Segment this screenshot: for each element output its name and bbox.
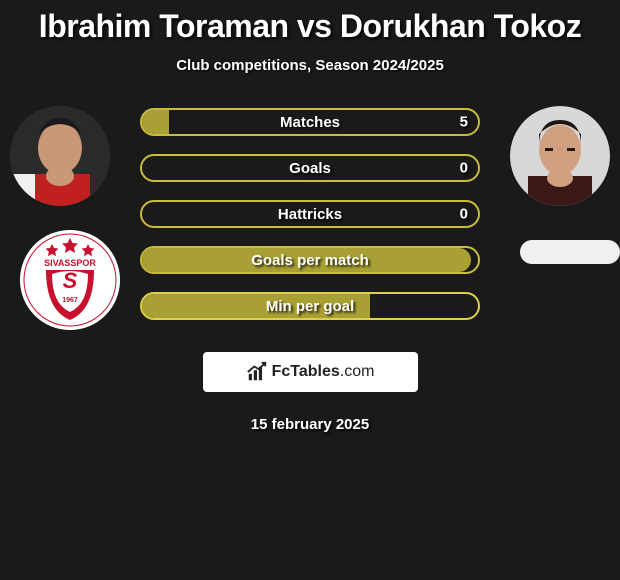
branding-text: FcTables.com xyxy=(272,363,375,381)
stat-bar: Matches 5 xyxy=(140,108,480,136)
club-left-badge: SIVASSPOR S 1967 xyxy=(20,230,120,330)
bar-chart-icon xyxy=(246,361,268,383)
svg-text:S: S xyxy=(63,268,78,293)
comparison-section: SIVASSPOR S 1967 Matches5Goals0Hattricks… xyxy=(0,104,620,344)
stats-bars: Matches 5 Goals 0 Hattricks 0 Goals per match M… xyxy=(140,104,480,320)
stat-bar-fill xyxy=(142,110,169,134)
stat-bar: Goals 0 xyxy=(140,154,480,182)
stat-bar-right-value: 0 xyxy=(460,206,468,223)
infographic-container: Ibrahim Toraman vs Dorukhan Tokoz Club c… xyxy=(0,0,620,580)
stat-bar-label: Min per goal xyxy=(266,298,354,315)
stat-bar: Min per goal xyxy=(140,292,480,320)
player-left-avatar xyxy=(10,106,110,206)
club-right-badge xyxy=(520,240,620,264)
stat-bar-label: Matches xyxy=(280,114,340,131)
stat-bar-right-value: 5 xyxy=(460,114,468,131)
stat-bar: Goals per match xyxy=(140,246,480,274)
date-text: 15 february 2025 xyxy=(0,416,620,433)
stat-bar-right-value: 0 xyxy=(460,160,468,177)
stat-bar-label: Hattricks xyxy=(278,206,342,223)
stat-bar: Hattricks 0 xyxy=(140,200,480,228)
stat-bar-label: Goals xyxy=(289,160,331,177)
stat-bar-label: Goals per match xyxy=(251,252,369,269)
subtitle: Club competitions, Season 2024/2025 xyxy=(0,57,620,74)
player-right-avatar xyxy=(510,106,610,206)
branding-box: FcTables.com xyxy=(203,352,418,392)
page-title: Ibrahim Toraman vs Dorukhan Tokoz xyxy=(0,8,620,45)
club-year: 1967 xyxy=(62,297,78,304)
svg-text:SIVASSPOR: SIVASSPOR xyxy=(44,258,96,268)
